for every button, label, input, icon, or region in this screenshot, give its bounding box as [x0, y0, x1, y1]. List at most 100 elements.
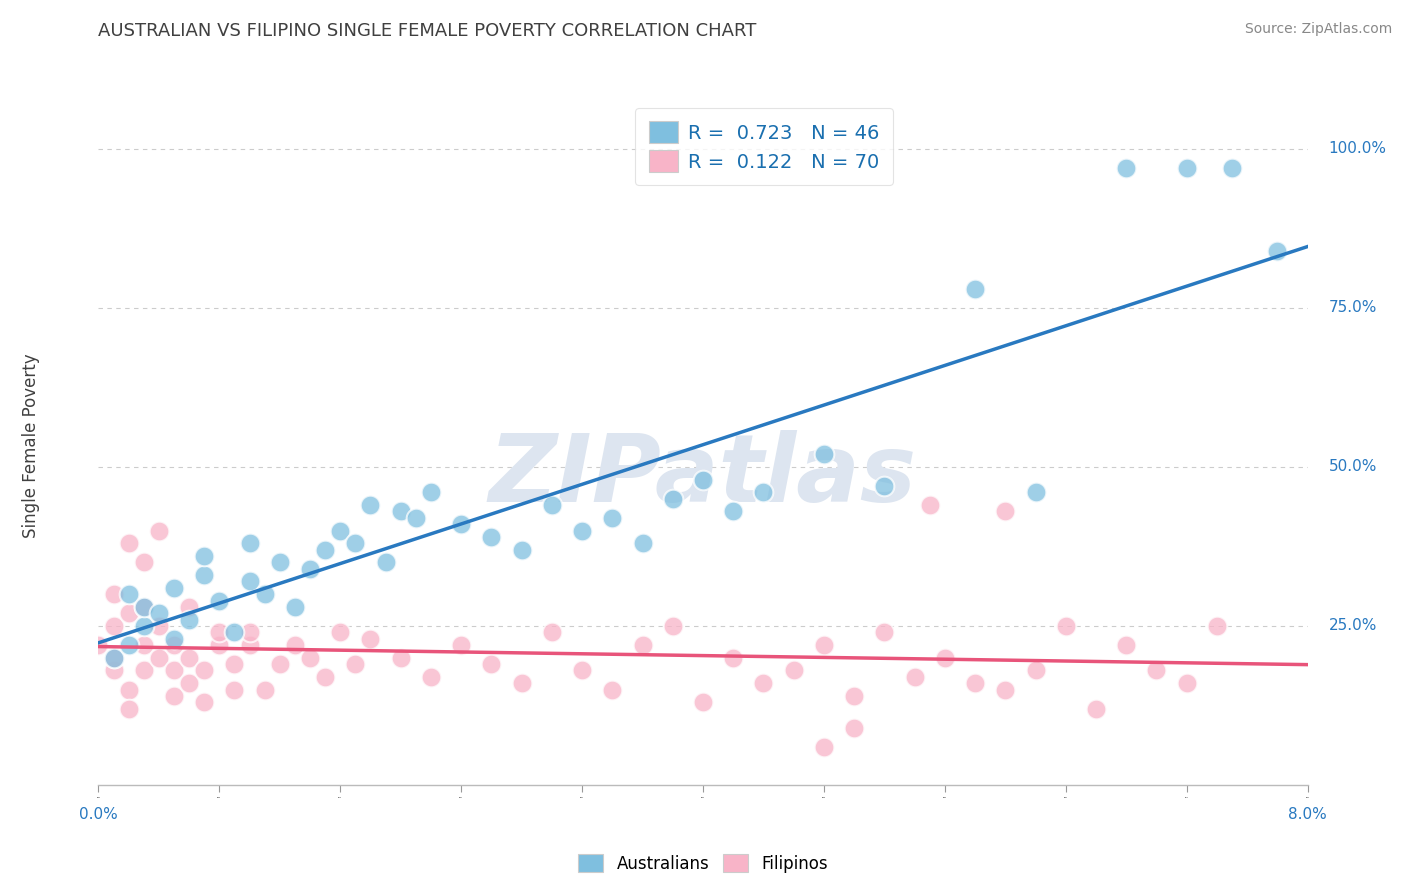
Point [405, 511, 427, 525]
Point [844, 721, 866, 735]
Point [1175, 161, 1198, 175]
Point [103, 587, 125, 601]
Point [269, 555, 291, 569]
Point [540, 498, 562, 512]
Point [239, 574, 262, 589]
Point [344, 536, 367, 550]
Point [571, 524, 593, 538]
Point [148, 524, 170, 538]
Point [148, 619, 170, 633]
Text: AUSTRALIAN VS FILIPINO SINGLE FEMALE POVERTY CORRELATION CHART: AUSTRALIAN VS FILIPINO SINGLE FEMALE POV… [98, 22, 756, 40]
Point [163, 638, 186, 652]
Point [132, 664, 155, 678]
Point [1085, 701, 1108, 715]
Point [148, 607, 170, 621]
Point [994, 682, 1017, 697]
Legend: R =  0.723   N = 46, R =  0.122   N = 70: R = 0.723 N = 46, R = 0.122 N = 70 [636, 108, 893, 186]
Point [193, 568, 215, 582]
Point [752, 485, 775, 500]
Point [844, 689, 866, 703]
Point [132, 555, 155, 569]
Point [253, 682, 276, 697]
Point [208, 593, 231, 607]
Point [284, 638, 307, 652]
Point [450, 638, 472, 652]
Point [965, 676, 987, 690]
Point [1115, 161, 1137, 175]
Point [132, 638, 155, 652]
Point [1144, 664, 1167, 678]
Point [132, 599, 155, 614]
Text: Single Female Poverty: Single Female Poverty [22, 354, 39, 538]
Point [253, 587, 276, 601]
Point [239, 625, 262, 640]
Text: 100.0%: 100.0% [1329, 142, 1386, 156]
Point [179, 650, 201, 665]
Point [239, 536, 262, 550]
Point [540, 625, 562, 640]
Point [284, 599, 307, 614]
Point [752, 676, 775, 690]
Point [389, 504, 412, 518]
Point [329, 524, 352, 538]
Point [1024, 485, 1046, 500]
Point [1205, 619, 1229, 633]
Point [873, 479, 896, 493]
Point [132, 619, 155, 633]
Point [631, 536, 654, 550]
Point [723, 650, 745, 665]
Point [329, 625, 352, 640]
Point [208, 638, 231, 652]
Point [510, 676, 533, 690]
Point [179, 613, 201, 627]
Point [193, 664, 215, 678]
Text: ZIPatlas: ZIPatlas [489, 430, 917, 522]
Text: 8.0%: 8.0% [1288, 807, 1327, 822]
Point [118, 638, 141, 652]
Point [661, 619, 683, 633]
Point [299, 562, 322, 576]
Point [903, 670, 925, 684]
Point [1024, 664, 1046, 678]
Point [918, 498, 941, 512]
Point [224, 625, 246, 640]
Point [208, 625, 231, 640]
Point [782, 664, 804, 678]
Point [179, 599, 201, 614]
Point [269, 657, 291, 672]
Point [661, 491, 683, 506]
Point [692, 695, 714, 709]
Point [179, 676, 201, 690]
Text: Source: ZipAtlas.com: Source: ZipAtlas.com [1244, 22, 1392, 37]
Point [193, 695, 215, 709]
Point [118, 587, 141, 601]
Point [163, 581, 186, 595]
Point [419, 670, 441, 684]
Point [479, 530, 503, 544]
Legend: Australians, Filipinos: Australians, Filipinos [572, 847, 834, 880]
Text: 75.0%: 75.0% [1329, 301, 1376, 316]
Point [239, 638, 262, 652]
Text: 50.0%: 50.0% [1329, 459, 1376, 475]
Point [359, 632, 381, 646]
Point [813, 739, 835, 754]
Point [965, 282, 987, 296]
Point [148, 650, 170, 665]
Point [873, 625, 896, 640]
Point [602, 511, 624, 525]
Text: 25.0%: 25.0% [1329, 618, 1376, 633]
Point [374, 555, 396, 569]
Point [103, 650, 125, 665]
Point [118, 607, 141, 621]
Point [692, 473, 714, 487]
Point [224, 657, 246, 672]
Point [419, 485, 441, 500]
Point [1115, 638, 1137, 652]
Point [389, 650, 412, 665]
Point [479, 657, 503, 672]
Point [118, 701, 141, 715]
Point [344, 657, 367, 672]
Point [602, 682, 624, 697]
Point [994, 504, 1017, 518]
Point [224, 682, 246, 697]
